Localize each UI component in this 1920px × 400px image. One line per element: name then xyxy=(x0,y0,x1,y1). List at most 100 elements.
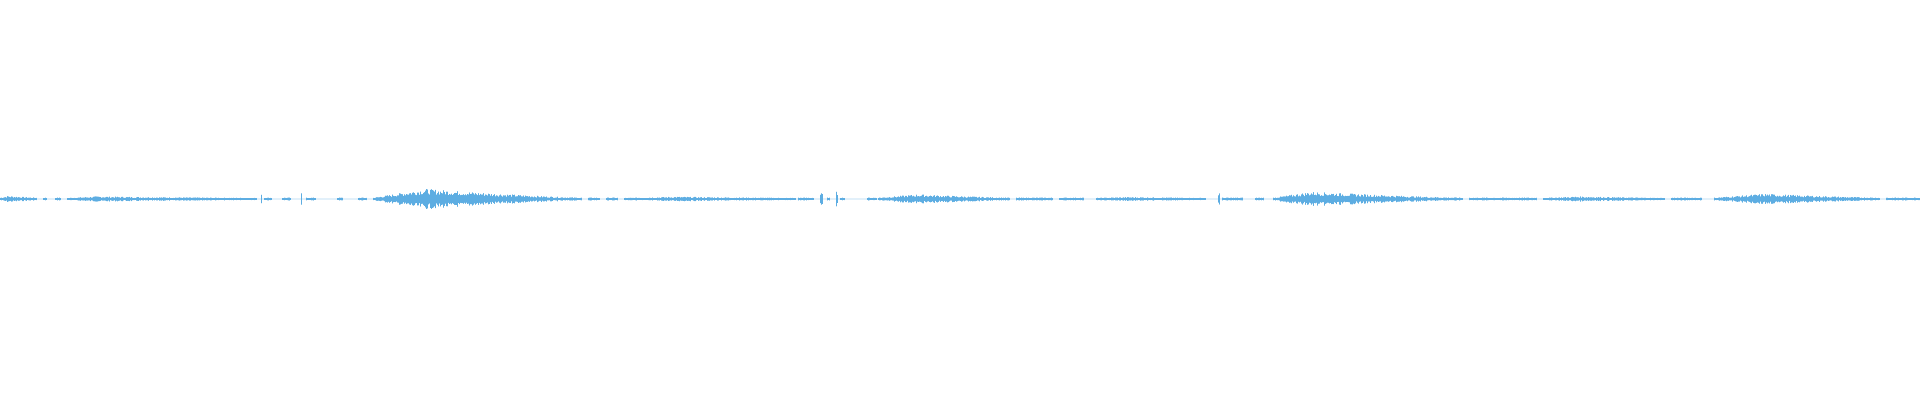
waveform-sample xyxy=(107,196,108,202)
waveform-sample xyxy=(906,195,907,203)
waveform-sample xyxy=(899,197,900,201)
waveform-sample xyxy=(256,198,257,200)
waveform-sample xyxy=(1036,197,1037,201)
waveform-sample xyxy=(456,193,457,205)
waveform-sample xyxy=(842,197,843,201)
waveform-sample xyxy=(746,197,747,201)
waveform-sample xyxy=(1259,197,1260,201)
waveform-sample xyxy=(1576,197,1577,201)
waveform-sample xyxy=(59,197,60,201)
waveform-sample xyxy=(1554,198,1555,200)
waveform-sample xyxy=(575,197,576,201)
waveform-sample xyxy=(942,196,943,202)
waveform-sample xyxy=(1543,198,1544,200)
waveform-sample xyxy=(1514,197,1515,201)
waveform-sample xyxy=(1530,198,1531,200)
waveform-sample xyxy=(270,197,271,201)
waveform-sample xyxy=(1140,197,1141,201)
waveform-sample xyxy=(1565,197,1566,201)
waveform-sample xyxy=(1443,197,1444,201)
waveform-sample xyxy=(1459,197,1460,201)
waveform-sample xyxy=(237,198,238,200)
waveform-sample xyxy=(721,197,722,201)
waveform-sample xyxy=(60,198,61,201)
waveform-sample xyxy=(1044,197,1045,201)
waveform-sample xyxy=(1862,198,1863,200)
waveform-sample xyxy=(779,198,780,200)
waveform-sample xyxy=(1177,197,1178,201)
waveform-sample xyxy=(1016,197,1017,201)
waveform-sample xyxy=(1820,197,1821,201)
waveform-sample xyxy=(150,197,151,201)
waveform-sample xyxy=(1166,197,1167,201)
waveform-sample xyxy=(1150,197,1151,201)
waveform-sample xyxy=(1367,194,1368,204)
waveform-sample xyxy=(1631,197,1632,201)
waveform-sample xyxy=(1695,197,1696,201)
waveform-sample xyxy=(1124,197,1125,201)
waveform-sample xyxy=(795,198,796,200)
waveform-sample xyxy=(837,195,838,203)
waveform-sample xyxy=(1621,198,1622,200)
waveform-sample xyxy=(1343,195,1344,203)
waveform-sample xyxy=(382,197,383,201)
waveform-sample xyxy=(148,197,149,201)
waveform-sample xyxy=(1645,197,1646,201)
waveform-sample xyxy=(1148,197,1149,201)
waveform-sample xyxy=(934,195,935,203)
waveform-sample xyxy=(669,197,670,201)
waveform-sample xyxy=(771,197,772,201)
waveform-sample xyxy=(521,196,522,202)
waveform-sample xyxy=(1075,197,1076,201)
waveform-sample xyxy=(1629,197,1630,201)
waveform-sample xyxy=(1637,197,1638,201)
waveform-sample xyxy=(249,198,250,200)
waveform-sample xyxy=(1352,193,1353,205)
waveform-sample xyxy=(1476,197,1477,201)
waveform-sample xyxy=(941,197,942,201)
waveform-sample xyxy=(963,197,964,201)
waveform-sample xyxy=(1474,198,1475,200)
waveform-sample xyxy=(486,194,487,204)
waveform-sample xyxy=(1309,195,1310,203)
waveform-sample xyxy=(867,198,868,200)
waveform-sample xyxy=(1607,197,1608,201)
waveform-sample xyxy=(410,193,411,205)
waveform-sample xyxy=(1184,198,1185,200)
waveform-sample xyxy=(749,198,750,200)
waveform-sample xyxy=(981,197,982,201)
waveform-sample xyxy=(1435,197,1436,201)
waveform-sample xyxy=(110,197,111,201)
waveform-sample xyxy=(1567,197,1568,201)
waveform-sample xyxy=(727,197,728,201)
waveform-sample xyxy=(1110,198,1111,200)
waveform-sample xyxy=(1851,197,1852,201)
waveform-sample xyxy=(1838,196,1839,202)
waveform-sample xyxy=(86,197,87,201)
waveform-sample xyxy=(665,197,666,201)
waveform-sample xyxy=(565,197,566,201)
waveform-sample xyxy=(1105,197,1106,201)
waveform-sample xyxy=(570,197,571,201)
waveform-sample xyxy=(821,193,822,205)
waveform-sample xyxy=(91,197,92,201)
waveform-sample xyxy=(878,198,879,200)
waveform-sample xyxy=(199,197,200,201)
waveform-sample xyxy=(225,198,226,200)
waveform-sample xyxy=(1460,197,1461,201)
waveform-sample xyxy=(1855,197,1856,201)
waveform-sample xyxy=(1185,198,1186,200)
waveform-sample xyxy=(1618,197,1619,201)
waveform-sample xyxy=(531,196,532,202)
waveform-sample xyxy=(1302,193,1303,205)
waveform-sample xyxy=(389,195,390,203)
waveform-sample xyxy=(984,198,985,201)
waveform-sample xyxy=(1294,196,1295,202)
waveform-sample xyxy=(1721,197,1722,201)
waveform-sample xyxy=(1505,197,1506,201)
waveform-sample xyxy=(493,195,494,203)
waveform-sample xyxy=(1311,193,1312,205)
waveform-sample xyxy=(642,198,643,201)
waveform-sample xyxy=(507,194,508,204)
